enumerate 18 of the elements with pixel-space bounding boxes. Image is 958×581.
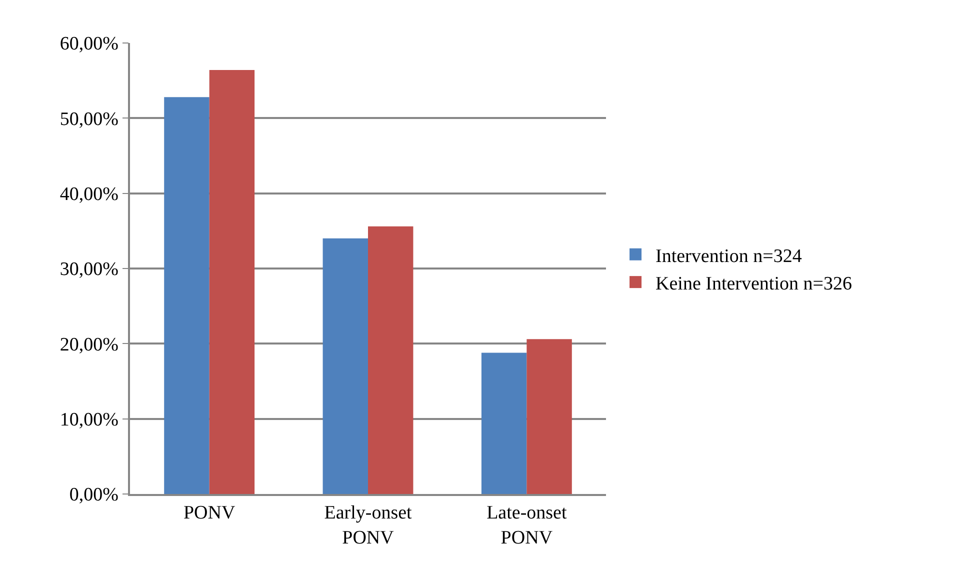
bar bbox=[164, 97, 210, 494]
y-tick-label: 30,00% bbox=[60, 259, 119, 280]
y-tick-label: 20,00% bbox=[60, 334, 119, 356]
y-tick-label: 60,00% bbox=[60, 34, 119, 55]
x-tick-label: Early-onset PONV bbox=[324, 502, 413, 548]
y-tick-label: 10,00% bbox=[60, 409, 119, 430]
y-tick-label: 50,00% bbox=[60, 108, 119, 130]
x-tick-label: Late-onset PONV bbox=[486, 502, 568, 548]
bar bbox=[481, 352, 527, 494]
bar bbox=[526, 339, 572, 494]
bar bbox=[209, 70, 255, 494]
y-tick-label: 40,00% bbox=[60, 184, 119, 205]
legend-label: Intervention n=324 bbox=[656, 246, 802, 267]
x-tick-label: PONV bbox=[183, 502, 236, 524]
bar bbox=[368, 226, 414, 494]
y-tick-label: 0,00% bbox=[69, 484, 119, 506]
legend-label: Keine Intervention n=326 bbox=[656, 273, 852, 294]
bar bbox=[322, 238, 368, 494]
